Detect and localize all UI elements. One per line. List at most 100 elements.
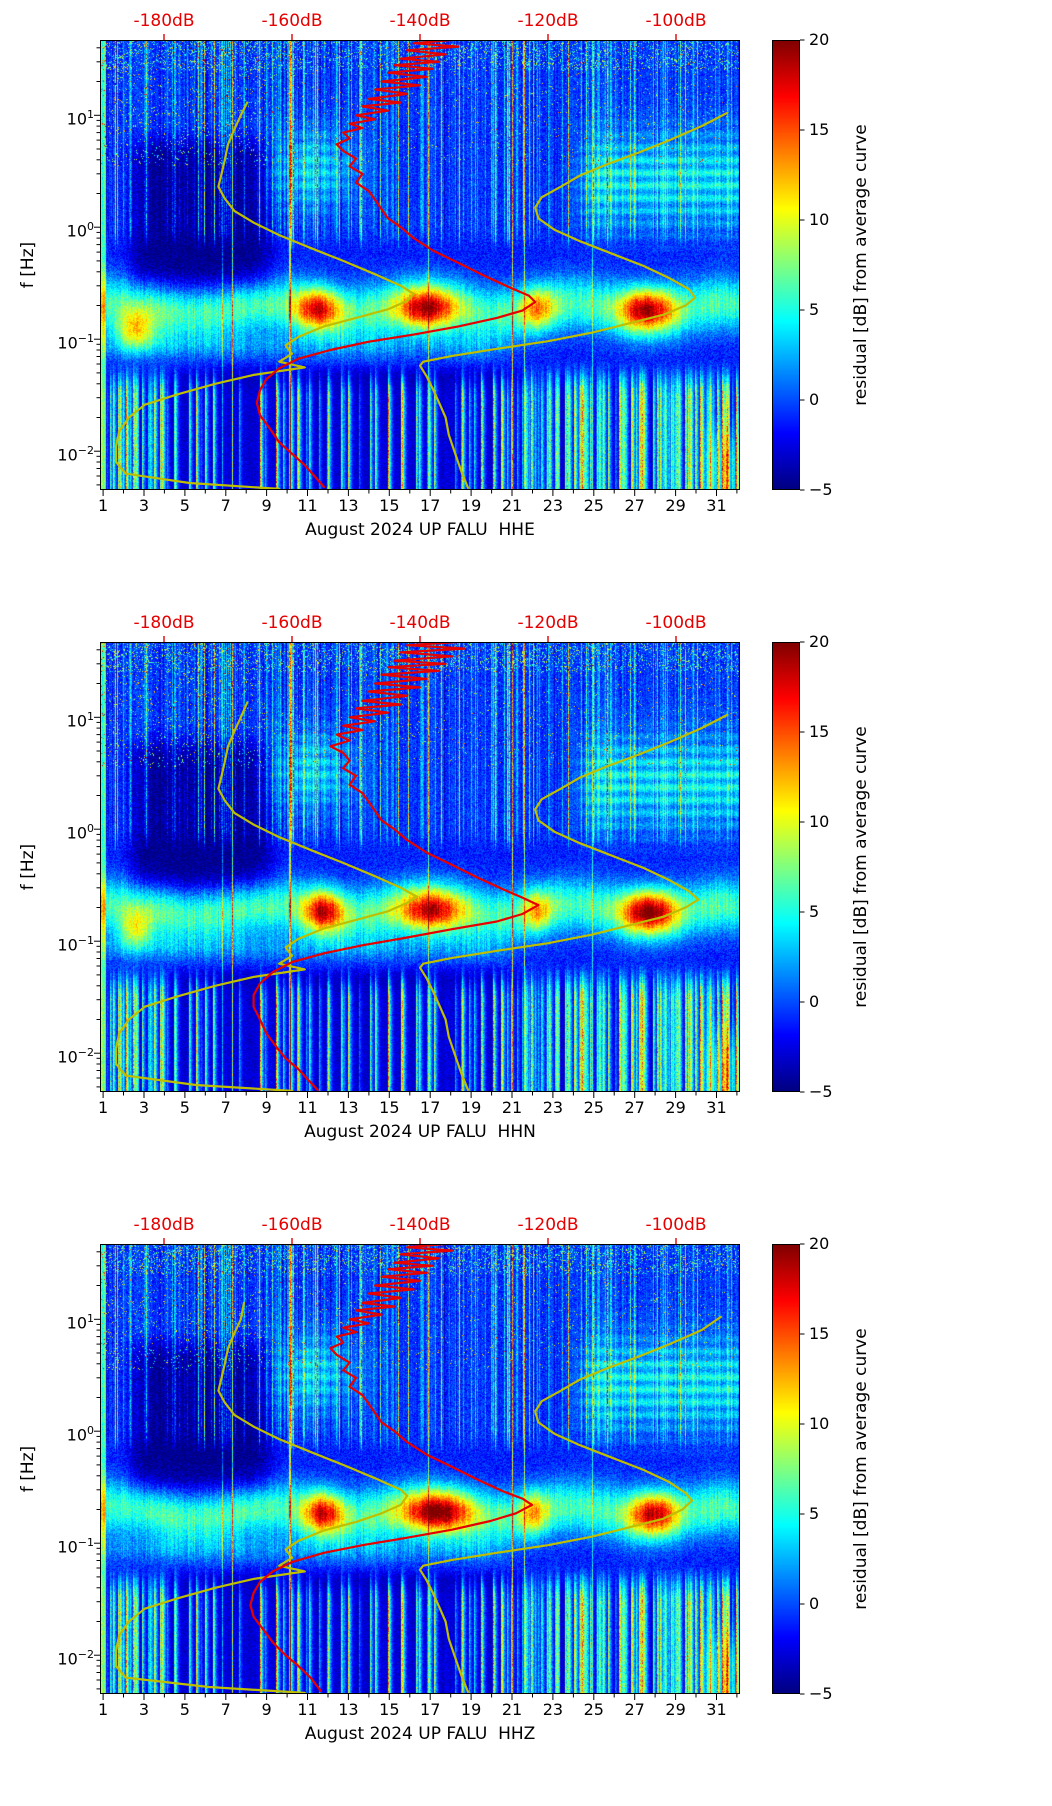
colorbar-tick-label: 20 xyxy=(809,632,830,651)
axes-and-curves-overlay xyxy=(94,34,805,496)
spectrogram-image xyxy=(100,642,740,1092)
top-axis-ticks xyxy=(163,34,677,40)
colorbar-tick-label: 15 xyxy=(809,1324,830,1343)
x-tick-label: 17 xyxy=(420,1098,441,1117)
x-tick-label: 15 xyxy=(379,1098,400,1117)
y-tick-label: 10−1 xyxy=(57,1536,94,1557)
spectrogram-panel-hhn: f [Hz] August 2024 UP FALU HHN residual … xyxy=(0,602,1052,1204)
top-axis-tick-label: -180dB xyxy=(133,11,195,31)
top-axis-tick-label: -140dB xyxy=(389,11,451,31)
colorbar-tick-label: 10 xyxy=(809,210,830,229)
x-tick-label: 17 xyxy=(420,496,441,515)
top-axis-tick-label: -120dB xyxy=(517,11,579,31)
x-tick-label: 5 xyxy=(179,496,190,515)
x-tick-label: 15 xyxy=(379,1700,400,1719)
noise-model-high-curve xyxy=(418,111,729,489)
y-axis-label: f [Hz] xyxy=(18,241,38,289)
x-tick-label: 9 xyxy=(261,1098,272,1117)
top-axis-tick-label: -120dB xyxy=(517,613,579,633)
x-axis-title: August 2024 UP FALU HHZ xyxy=(304,1724,536,1744)
x-tick-label: 25 xyxy=(583,1700,604,1719)
x-axis-title: August 2024 UP FALU HHN xyxy=(304,1122,536,1142)
x-tick-label: 21 xyxy=(501,1098,523,1117)
noise-model-low-curve xyxy=(114,101,415,490)
colorbar-tick-label: 0 xyxy=(809,390,820,409)
colorbar-label: residual [dB] from average curve xyxy=(851,726,871,1008)
colorbar-tick-label: 5 xyxy=(809,300,820,319)
y-axis-label: f [Hz] xyxy=(18,843,38,891)
y-tick-label: 10−2 xyxy=(57,1648,94,1669)
x-tick-label: 7 xyxy=(220,496,231,515)
x-tick-label: 3 xyxy=(138,1098,150,1117)
x-tick-label: 21 xyxy=(501,496,523,515)
x-tick-label: 11 xyxy=(297,1700,318,1719)
x-tick-label: 7 xyxy=(220,1098,231,1117)
colorbar-tick-label: 15 xyxy=(809,722,830,741)
top-axis-tick-label: -160dB xyxy=(261,1215,323,1235)
x-tick-label: 1 xyxy=(97,1098,109,1117)
average-spectrum-curve xyxy=(252,642,540,1091)
top-axis-tick-label: -100dB xyxy=(645,11,707,31)
x-tick-label: 19 xyxy=(460,496,482,515)
y-tick-label: 10−1 xyxy=(57,332,94,353)
spectrogram-panel-hhe: f [Hz] August 2024 UP FALU HHE residual … xyxy=(0,0,1052,602)
colorbar-tick-label: 20 xyxy=(809,1234,830,1253)
y-tick-label: 100 xyxy=(66,220,94,241)
y-tick-label: 101 xyxy=(66,710,94,731)
x-tick-label: 31 xyxy=(706,1700,727,1719)
colorbar-tick-label: 10 xyxy=(809,1414,830,1433)
x-tick-label: 21 xyxy=(501,1700,523,1719)
x-tick-label: 27 xyxy=(624,496,645,515)
top-axis-tick-label: -180dB xyxy=(133,613,195,633)
average-spectrum-curve xyxy=(255,40,537,488)
x-tick-label: 9 xyxy=(261,496,272,515)
top-axis-tick-label: -140dB xyxy=(389,613,451,633)
y-tick-label: 10−1 xyxy=(57,934,94,955)
x-tick-label: 5 xyxy=(179,1098,190,1117)
x-tick-label: 31 xyxy=(706,1098,727,1117)
noise-model-high-curve xyxy=(418,1315,722,1693)
average-spectrum-curve xyxy=(249,1244,534,1692)
colorbar-tick-label: 0 xyxy=(809,1594,820,1613)
spectrogram-image xyxy=(100,40,740,490)
x-tick-label: 11 xyxy=(297,496,318,515)
y-tick-label: 10−2 xyxy=(57,1046,94,1067)
x-tick-label: 5 xyxy=(179,1700,190,1719)
top-axis-ticks xyxy=(163,1238,677,1244)
top-axis-tick-label: -100dB xyxy=(645,1215,707,1235)
x-tick-label: 15 xyxy=(379,496,400,515)
colorbar-tick-label: 5 xyxy=(809,1504,820,1523)
x-tick-label: 17 xyxy=(420,1700,441,1719)
x-axis-title: August 2024 UP FALU HHE xyxy=(305,520,535,540)
x-tick-label: 9 xyxy=(261,1700,272,1719)
x-tick-label: 13 xyxy=(338,1098,359,1117)
colorbar-tick-label: −5 xyxy=(809,1082,833,1101)
x-tick-label: 25 xyxy=(583,1098,604,1117)
top-axis-tick-label: -160dB xyxy=(261,11,323,31)
x-tick-label: 19 xyxy=(460,1700,482,1719)
y-tick-label: 100 xyxy=(66,822,94,843)
x-tick-label: 3 xyxy=(138,1700,150,1719)
axes-and-curves-overlay xyxy=(94,636,805,1098)
top-axis-tick-label: -160dB xyxy=(261,613,323,633)
x-tick-label: 13 xyxy=(338,1700,359,1719)
axis-ticks xyxy=(94,39,805,496)
x-tick-label: 29 xyxy=(665,1700,686,1719)
noise-model-high-curve xyxy=(418,713,729,1091)
x-tick-label: 19 xyxy=(460,1098,482,1117)
colorbar-tick-label: −5 xyxy=(809,480,833,499)
top-axis-tick-label: -120dB xyxy=(517,1215,579,1235)
x-tick-label: 29 xyxy=(665,496,686,515)
colorbar-tick-label: 0 xyxy=(809,992,820,1011)
axis-ticks xyxy=(94,1243,805,1700)
colorbar-tick-label: 15 xyxy=(809,120,830,139)
x-tick-label: 3 xyxy=(138,496,150,515)
x-tick-label: 25 xyxy=(583,496,604,515)
x-tick-label: 29 xyxy=(665,1098,686,1117)
x-tick-label: 27 xyxy=(624,1098,645,1117)
y-axis-label: f [Hz] xyxy=(18,1445,38,1493)
axis-ticks xyxy=(94,641,805,1098)
noise-model-low-curve xyxy=(114,1301,409,1694)
colorbar-label: residual [dB] from average curve xyxy=(851,124,871,406)
x-tick-label: 23 xyxy=(542,1700,564,1719)
